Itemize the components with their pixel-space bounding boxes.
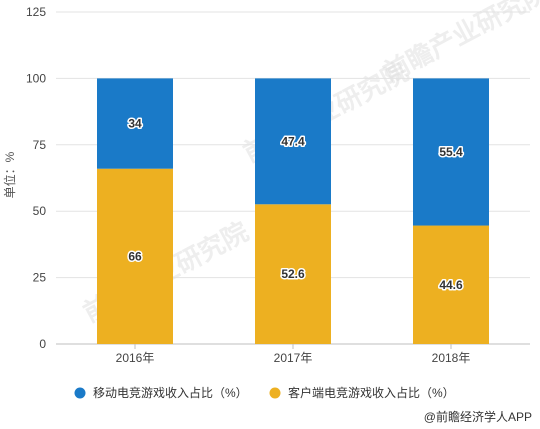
bar-segment <box>255 204 331 344</box>
data-label: 55.4 <box>439 145 463 159</box>
y-tick-label: 25 <box>33 271 47 285</box>
source-credit: @前瞻经济学人APP <box>423 410 532 424</box>
data-label: 66 <box>128 249 142 263</box>
bar-segment <box>97 78 173 169</box>
y-tick-label: 75 <box>33 138 47 152</box>
x-tick-label: 2017年 <box>274 351 313 365</box>
data-label: 44.6 <box>439 278 463 292</box>
data-labels: 66 34 52.6 47.4 44.6 55.4 <box>127 115 465 293</box>
bar-segment <box>97 168 173 344</box>
legend-label: 客户端电竞游戏收入占比（%） <box>288 385 455 400</box>
legend-label: 移动电竞游戏收入占比（%） <box>93 385 248 400</box>
watermark-text: 前瞻产业研究院 <box>378 0 540 89</box>
y-tick-label: 0 <box>39 337 46 351</box>
y-tick-label: 50 <box>33 204 47 218</box>
bar-segment <box>413 78 489 226</box>
data-label: 34 <box>128 117 142 131</box>
y-axis-label: 单位：% <box>2 151 17 198</box>
y-axis: 0 25 50 75 100 125 <box>26 5 46 351</box>
data-label: 47.4 <box>281 134 305 148</box>
legend-marker <box>269 387 281 399</box>
bars <box>97 78 489 344</box>
y-tick-label: 125 <box>26 5 46 19</box>
y-tick-label: 100 <box>26 71 46 85</box>
x-tick-label: 2018年 <box>432 351 471 365</box>
legend-marker <box>74 387 86 399</box>
legend: 移动电竞游戏收入占比（%） 客户端电竞游戏收入占比（%） <box>74 385 455 400</box>
bar-segment <box>255 78 331 205</box>
x-axis: 2016年 2017年 2018年 <box>116 344 471 365</box>
bar-segment <box>413 225 489 344</box>
data-label: 52.6 <box>281 267 305 281</box>
x-tick-label: 2016年 <box>116 351 155 365</box>
